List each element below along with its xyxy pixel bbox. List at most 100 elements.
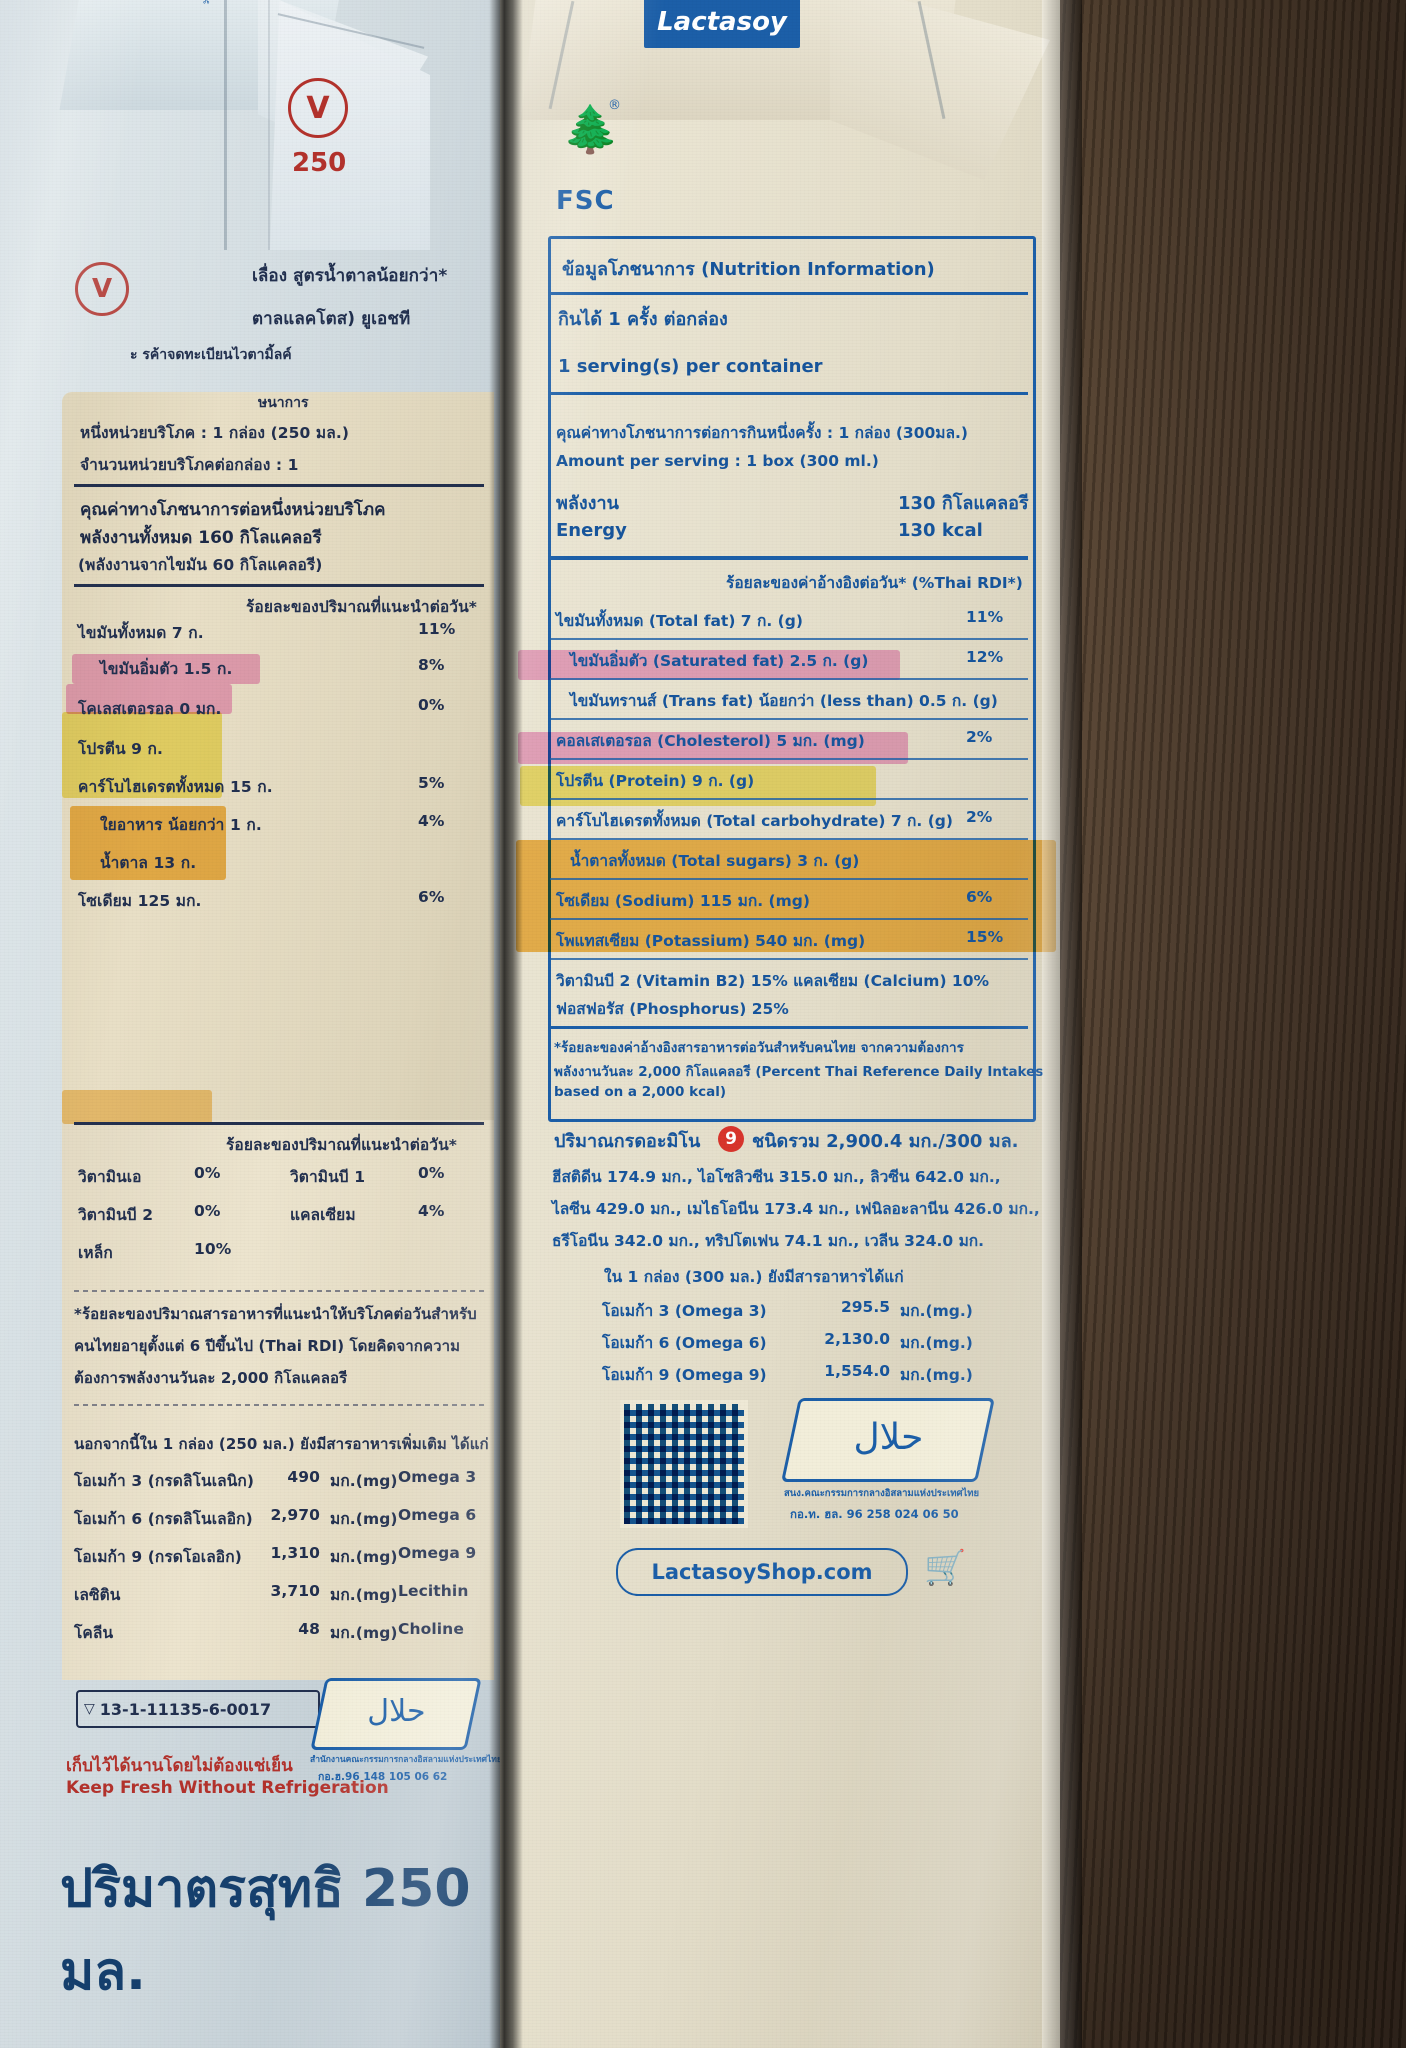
left-extra-en: Lecithin xyxy=(398,1582,469,1600)
left-divider-2 xyxy=(74,584,484,587)
left-vitamin-name-2: แคลเซียม xyxy=(290,1206,356,1224)
right-nutrient-label: น้ำตาลทั้งหมด (Total sugars) 3 ก. (g) xyxy=(570,852,860,870)
left-extra-value: 490 xyxy=(287,1468,320,1486)
left-nutrient-label: โซเดียม 125 มก. xyxy=(78,892,202,910)
left-vitamin-value: 10% xyxy=(194,1240,232,1258)
fda-code-box: ▽ 13-1-11135-6-0017 xyxy=(76,1690,320,1728)
energy-label-th: พลังงาน xyxy=(556,493,619,514)
omega-heading: ใน 1 กล่อง (300 มล.) ยังมีสารอาหารได้แก่ xyxy=(604,1268,904,1286)
left-carton-crease-1 xyxy=(224,0,227,250)
shopping-cart-icon[interactable]: 🛒 xyxy=(924,1548,967,1588)
right-nutrient-label: โซเดียม (Sodium) 115 มก. (mg) xyxy=(556,892,810,910)
right-omega-name: โอเมก้า 3 (Omega 3) xyxy=(602,1302,767,1320)
left-footnote-3: ต้องการพลังงานวันละ 2,000 กิโลแคลอรี xyxy=(74,1369,348,1387)
amino-count-badge: 9 xyxy=(718,1126,744,1152)
halal-arabic-glyph: حلال xyxy=(367,1694,426,1729)
left-divider-1 xyxy=(74,484,484,487)
left-carton: ✂ คัดตามรอย V 250 V เลื่อง สูตรน้ำตาลน้อ… xyxy=(0,0,500,2048)
left-nutrient-percent: 4% xyxy=(418,812,445,830)
fda-code: 13-1-11135-6-0017 xyxy=(99,1699,272,1719)
vegetarian-badge-icon-small: V xyxy=(75,262,129,316)
energy-label-en: Energy xyxy=(556,520,627,541)
left-panel-title: ษนาการ xyxy=(258,395,309,411)
right-nutrient-rule xyxy=(550,918,1028,920)
fda-icon: ▽ xyxy=(84,1701,95,1717)
left-serving-size: หนึ่งหน่วยบริโภค : 1 กล่อง (250 มล.) xyxy=(80,424,350,442)
left-energy-line: พลังงานทั้งหมด 160 กิโลแคลอรี xyxy=(80,528,322,548)
left-extra-value: 1,310 xyxy=(270,1544,320,1562)
right-nutrient-rule xyxy=(550,718,1028,720)
right-omega-name: โอเมก้า 9 (Omega 9) xyxy=(602,1366,767,1384)
right-footnote-2: พลังงานวันละ 2,000 กิโลแคลอรี (Percent T… xyxy=(554,1064,1044,1080)
right-omega-unit: มก.(mg.) xyxy=(900,1334,973,1352)
amino-heading-pre: ปริมาณกรดอะมิโน xyxy=(554,1131,701,1152)
left-extra-name: โอเมก้า 6 (กรดลิโนเลอิก) xyxy=(74,1510,253,1528)
left-nutrient-percent: 8% xyxy=(418,656,445,674)
left-extra-en: Omega 3 xyxy=(398,1468,477,1486)
servings-th: กินได้ 1 ครั้ง ต่อกล่อง xyxy=(558,309,728,330)
amount-en: Amount per serving : 1 box (300 ml.) xyxy=(556,452,879,470)
right-minerals-1: วิตามินบี 2 (Vitamin B2) 15% แคลเซียม (C… xyxy=(556,972,990,990)
right-omega-unit: มก.(mg.) xyxy=(900,1366,973,1384)
right-nutrient-rule xyxy=(550,878,1028,880)
left-vitamin-value-2: 4% xyxy=(418,1202,445,1220)
right-nutrient-label: โพแทสเซียม (Potassium) 540 มก. (mg) xyxy=(556,932,866,950)
nutrition-box-title: ข้อมูลโภชนาการ (Nutrition Information) xyxy=(562,259,935,280)
right-nutrient-label: คาร์โบไฮเดรตทั้งหมด (Total carbohydrate)… xyxy=(556,812,953,830)
left-nutrient-percent: 11% xyxy=(418,620,456,638)
left-vitamin-name-2: วิตามินบี 1 xyxy=(290,1168,366,1186)
right-nutrient-percent: 15% xyxy=(966,928,1004,946)
right-footnote-1: *ร้อยละของค่าอ้างอิงสารอาหารต่อวันสำหรับ… xyxy=(554,1040,964,1056)
left-headline-1: เลื่อง สูตรน้ำตาลน้อยกว่า* xyxy=(252,266,448,286)
right-nutrient-rule xyxy=(550,638,1028,640)
energy-value-en: 130 kcal xyxy=(898,520,983,541)
right-nutrient-label: ไขมันทั้งหมด (Total fat) 7 ก. (g) xyxy=(556,612,803,630)
left-extra-en: Omega 9 xyxy=(398,1544,477,1562)
right-nutrient-label: ไขมันอิ่มตัว (Saturated fat) 2.5 ก. (g) xyxy=(570,652,869,670)
halal-logo-left: حلال xyxy=(310,1678,482,1750)
halal-sub-right: สนง.คณะกรรมการกลางอิสลามแห่งประเทศไทย xyxy=(784,1488,980,1499)
amino-line-3: ธรีโอนีน 342.0 มก., ทริปโตเฟน 74.1 มก., … xyxy=(552,1232,985,1250)
halal-code-right: กอ.ท. ฮล. 96 258 024 06 50 xyxy=(790,1507,959,1521)
shop-url-button[interactable]: LactasoyShop.com xyxy=(616,1548,908,1596)
vegetarian-badge-letter: V xyxy=(306,90,330,126)
right-nutrient-percent: 12% xyxy=(966,648,1004,666)
registered-mark-icon: ® xyxy=(608,98,621,113)
left-vitamin-name: วิตามินบี 2 xyxy=(78,1206,154,1224)
right-omega-value: 1,554.0 xyxy=(824,1362,890,1380)
right-omega-name: โอเมก้า 6 (Omega 6) xyxy=(602,1334,767,1352)
left-extra-en: Choline xyxy=(398,1620,464,1638)
qr-code[interactable] xyxy=(620,1400,748,1528)
amount-th: คุณค่าทางโภชนาการต่อการกินหนึ่งครั้ง : 1… xyxy=(556,424,968,442)
right-nutrient-rule xyxy=(550,678,1028,680)
right-carton-surface xyxy=(500,0,1060,2048)
right-divider-4 xyxy=(550,1026,1028,1029)
right-carton: Lactasoy 🌲 FSC ® ข้อมูลโภชนาการ (Nutriti… xyxy=(500,0,1060,2048)
halal-logo-right: حلال xyxy=(781,1398,995,1482)
right-nutrient-rule xyxy=(550,838,1028,840)
left-nutrient-percent: 6% xyxy=(418,888,445,906)
fsc-label: FSC xyxy=(556,186,615,216)
right-rdi-header: ร้อยละของค่าอ้างอิงต่อวัน* (%Thai RDI*) xyxy=(726,574,1023,592)
left-vitamin-value: 0% xyxy=(194,1164,221,1182)
left-extra-name: โอเมก้า 3 (กรดลิโนเลนิก) xyxy=(74,1472,255,1490)
net-volume: ปริมาตรสุทธิ 250 มล. xyxy=(60,1859,471,2002)
amino-line-2: ไลซีน 429.0 มก., เมไธโอนีน 173.4 มก., เฟ… xyxy=(552,1200,1040,1218)
left-nutrient-label: โปรตีน 9 ก. xyxy=(78,740,164,758)
right-nutrient-label: คอลเสเตอรอล (Cholesterol) 5 มก. (mg) xyxy=(556,732,865,750)
left-nutrient-label: โคเลสเตอรอล 0 มก. xyxy=(78,700,222,718)
left-per-serving-heading: คุณค่าทางโภชนาการต่อหนึ่งหน่วยบริโภค xyxy=(80,500,386,520)
right-carton-edge xyxy=(1042,0,1082,2048)
left-nutrient-label: น้ำตาล 13 ก. xyxy=(100,854,197,872)
left-vitamin-name: เหล็ก xyxy=(78,1244,113,1262)
right-nutrient-label: ไขมันทรานส์ (Trans fat) น้อยกว่า (less t… xyxy=(570,692,998,710)
left-nutrient-percent: 5% xyxy=(418,774,445,792)
left-extra-unit: มก.(mg) xyxy=(330,1624,398,1642)
left-vitamin-header: ร้อยละของปริมาณที่แนะนำต่อวัน* xyxy=(226,1136,457,1154)
halal-code-left: กอ.ฮ.96 148 105 06 62 xyxy=(318,1771,448,1783)
left-extra-name: โคลีน xyxy=(74,1624,114,1642)
left-servings-per-container: จำนวนหน่วยบริโภคต่อกล่อง : 1 xyxy=(80,456,299,474)
left-extra-unit: มก.(mg) xyxy=(330,1472,398,1490)
right-nutrient-rule xyxy=(550,798,1028,800)
